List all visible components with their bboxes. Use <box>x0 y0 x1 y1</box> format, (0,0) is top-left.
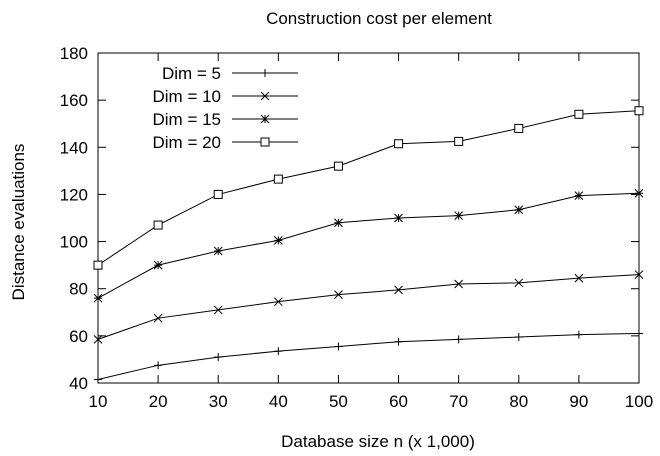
x-tick-label: 100 <box>625 392 653 411</box>
data-point <box>260 137 270 147</box>
data-point <box>394 285 403 295</box>
data-point <box>93 293 103 303</box>
data-point <box>514 205 524 215</box>
data-point <box>454 136 464 146</box>
data-point <box>574 330 583 339</box>
series-line <box>97 110 640 266</box>
legend-item: Dim = 20 <box>153 133 298 152</box>
plot-frame <box>97 52 640 384</box>
data-point <box>260 91 270 101</box>
y-tick-label: 160 <box>60 91 88 110</box>
data-point <box>333 161 343 171</box>
legend-label: Dim = 15 <box>153 110 222 129</box>
y-tick-label: 120 <box>60 185 88 204</box>
series-line <box>97 274 640 340</box>
legend-label: Dim = 20 <box>153 133 222 152</box>
x-tick-label: 70 <box>449 392 468 411</box>
data-point <box>334 218 343 228</box>
y-tick-label: 60 <box>69 327 88 346</box>
legend-item: Dim = 5 <box>162 64 298 83</box>
data-point <box>634 270 644 279</box>
data-point <box>334 342 343 351</box>
x-tick-label: 80 <box>509 392 528 411</box>
series-plus <box>94 329 643 384</box>
data-point <box>154 361 163 370</box>
y-tick-label: 180 <box>60 44 88 63</box>
data-point <box>273 236 283 245</box>
series-cross <box>93 270 644 344</box>
data-point <box>213 246 223 256</box>
x-axis-title: Database size n (x 1,000) <box>281 432 475 451</box>
series-lines <box>93 106 644 384</box>
data-point <box>394 139 404 149</box>
y-tick-label: 140 <box>60 138 88 157</box>
data-point <box>454 279 464 289</box>
legend-item: Dim = 15 <box>153 110 298 129</box>
data-point <box>514 278 524 288</box>
legend-label: Dim = 10 <box>153 87 222 106</box>
data-point <box>273 297 283 307</box>
data-point <box>634 188 644 198</box>
data-point <box>574 273 584 283</box>
data-point <box>334 290 343 299</box>
x-tick-label: 50 <box>329 392 348 411</box>
data-point <box>514 123 524 133</box>
data-point <box>214 353 223 362</box>
y-tick-label: 80 <box>69 280 88 299</box>
data-point <box>574 109 584 119</box>
x-tick-label: 20 <box>149 392 168 411</box>
legend-item: Dim = 10 <box>153 87 298 106</box>
data-point <box>93 335 103 344</box>
data-point <box>634 106 644 116</box>
data-point <box>213 305 223 315</box>
data-point <box>454 211 464 220</box>
data-point <box>153 260 163 270</box>
x-tick-label: 40 <box>269 392 288 411</box>
axis-ticks: 40 60 80 100 120 140 160 180 10 20 30 40 50 60 70 80 90 1… <box>60 44 654 411</box>
x-tick-label: 90 <box>569 392 588 411</box>
x-tick-label: 60 <box>389 392 408 411</box>
data-point <box>454 335 463 344</box>
series-line <box>97 192 640 299</box>
y-axis-title: Distance evaluations <box>9 144 28 301</box>
chart-title: Construction cost per element <box>266 9 492 28</box>
data-point <box>635 329 643 338</box>
data-point <box>213 189 223 199</box>
data-point <box>274 347 283 356</box>
data-point <box>514 333 523 342</box>
data-point <box>153 313 163 323</box>
data-point <box>273 174 283 184</box>
y-tick-label: 40 <box>69 374 88 393</box>
data-point <box>260 114 270 124</box>
series-square <box>93 106 644 270</box>
legend: Dim = 5 Dim = 10 Dim = 15 Dim = 20 <box>153 64 298 152</box>
data-point <box>574 191 584 200</box>
x-tick-label: 30 <box>209 392 228 411</box>
y-tick-label: 100 <box>60 233 88 252</box>
data-point <box>394 213 403 223</box>
series-line <box>97 333 640 380</box>
data-point <box>261 69 269 77</box>
series-star <box>93 188 644 303</box>
x-tick-label: 10 <box>89 392 108 411</box>
data-point <box>93 260 103 270</box>
data-point <box>153 220 163 230</box>
data-point <box>94 375 102 384</box>
data-point <box>394 337 403 346</box>
legend-label: Dim = 5 <box>162 64 221 83</box>
